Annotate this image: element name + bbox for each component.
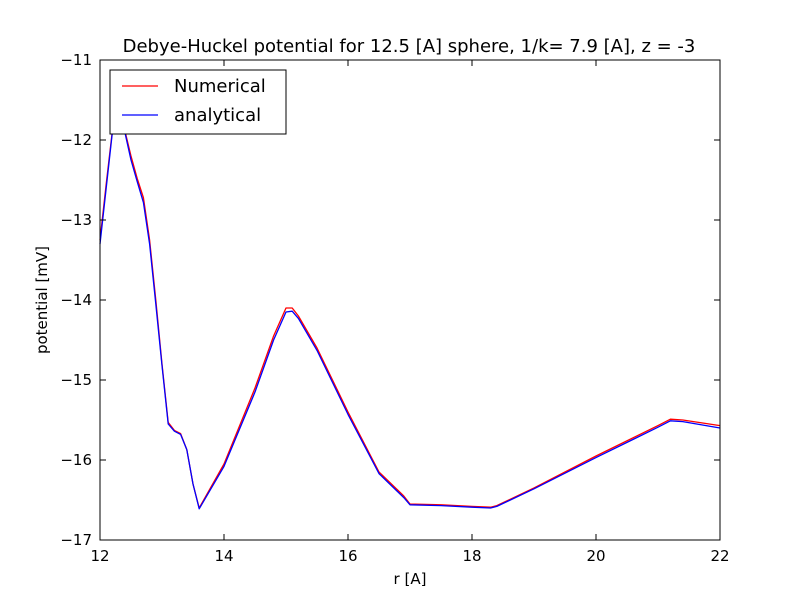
x-tick-label: 22: [710, 547, 729, 565]
x-tick-label: 16: [338, 547, 357, 565]
y-axis-label: potential [mV]: [33, 246, 51, 354]
plot-area: [99, 59, 721, 541]
x-tick-label: 12: [90, 547, 109, 565]
legend-label-analytical: analytical: [174, 105, 261, 126]
y-tick-label: −15: [60, 371, 92, 389]
x-axis-label: r [A]: [394, 570, 427, 588]
series-line-numerical: [99, 129, 721, 509]
ticks-layer: [99, 59, 721, 541]
chart-title: Debye-Huckel potential for 12.5 [A] sphe…: [123, 36, 696, 57]
tick-labels-layer: 12 14 16 18 20 22 −11 −12 −13 −14 −15 −16 −17: [60, 51, 729, 565]
legend: Numerical analytical: [109, 69, 287, 135]
y-tick-label: −12: [60, 131, 92, 149]
x-tick-label: 14: [214, 547, 233, 565]
y-tick-label: −17: [60, 531, 92, 549]
x-tick-label: 20: [586, 547, 605, 565]
series-layer: [99, 129, 721, 510]
legend-box: [109, 69, 287, 135]
x-tick-label: 18: [462, 547, 481, 565]
y-tick-label: −16: [60, 451, 92, 469]
y-tick-label: −13: [60, 211, 92, 229]
y-tick-label: −11: [60, 51, 92, 69]
series-line-analytical: [99, 131, 721, 510]
legend-label-numerical: Numerical: [174, 76, 266, 97]
y-tick-label: −14: [60, 291, 92, 309]
